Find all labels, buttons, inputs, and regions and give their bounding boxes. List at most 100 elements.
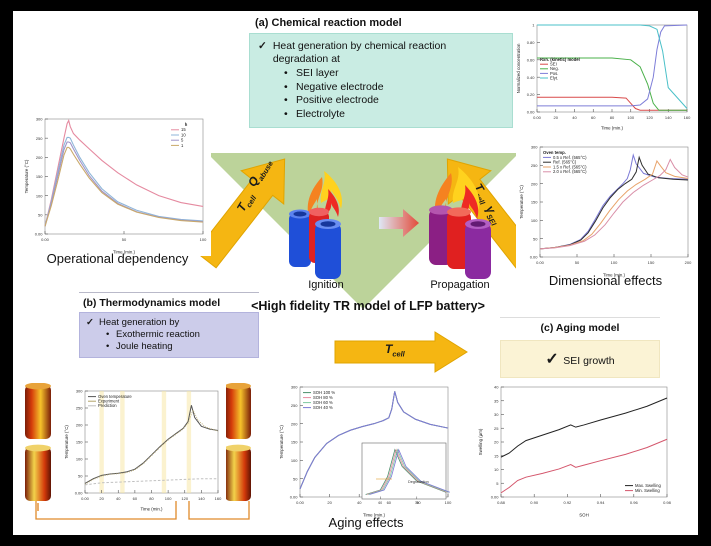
svg-text:2.0 x Ref. (565°C): 2.0 x Ref. (565°C) [553, 169, 587, 174]
svg-text:15: 15 [181, 127, 186, 132]
panel-a-main-bullet: Heat generation by chemical reaction deg… [272, 40, 447, 65]
svg-text:h: h [185, 122, 188, 127]
panel-b-main-bullet: Heat generation by [98, 317, 180, 328]
list-item: Exothermic reaction [106, 329, 252, 341]
svg-text:0.90: 0.90 [530, 500, 539, 505]
svg-text:60: 60 [591, 115, 596, 120]
svg-text:Temperature (°C): Temperature (°C) [279, 425, 284, 459]
svg-text:120: 120 [646, 115, 653, 120]
svg-text:100: 100 [611, 260, 618, 265]
list-item: Positive electrode [284, 94, 504, 108]
svg-text:300: 300 [76, 389, 83, 394]
svg-text:0.20: 0.20 [527, 92, 536, 97]
svg-text:5: 5 [181, 138, 184, 143]
svg-text:250: 250 [291, 403, 298, 408]
svg-text:15: 15 [494, 453, 499, 458]
svg-text:100: 100 [627, 115, 634, 120]
svg-text:SOH 80 %: SOH 80 % [313, 395, 333, 400]
svg-text:Temperature (°C): Temperature (°C) [64, 425, 69, 459]
panel-a-title: (a) Chemical reaction model [255, 17, 402, 29]
svg-text:140: 140 [665, 115, 672, 120]
svg-text:20: 20 [327, 500, 332, 505]
svg-text:0.00: 0.00 [296, 500, 305, 505]
svg-text:Prediction: Prediction [98, 403, 117, 408]
svg-text:0.88: 0.88 [497, 500, 506, 505]
svg-text:Degradation: Degradation [408, 480, 429, 484]
arrow-left-up [194, 141, 289, 286]
thermo-cell-illustration-left [15, 382, 75, 518]
panel-thermodynamics-model: (b) Thermodynamics model ✓ Heat generati… [79, 292, 259, 358]
caption-operational-dependency: Operational dependency [46, 251, 189, 266]
svg-text:140: 140 [198, 496, 205, 501]
svg-text:20: 20 [99, 496, 104, 501]
svg-text:5: 5 [496, 481, 499, 486]
panel-c-box: ✓ SEI growth [500, 340, 660, 378]
svg-text:10: 10 [494, 467, 499, 472]
svg-text:Time (min.): Time (min.) [113, 250, 136, 255]
svg-text:1.5 x Ref. (565°C): 1.5 x Ref. (565°C) [553, 164, 587, 169]
chart-thermodynamics: 0.00 20 40 60 80 100 120 140 160 0.00 50 100 150 200 2… [61, 383, 226, 513]
figure-canvas: Qabuse Tcell Tcell γSEI Tcell [13, 11, 698, 535]
check-icon: ✓ [258, 40, 267, 52]
svg-text:0.5 x Ref. (565°C): 0.5 x Ref. (565°C) [553, 155, 587, 160]
svg-text:0.00: 0.00 [533, 115, 542, 120]
svg-text:Min. Swelling: Min. Swelling [635, 488, 660, 493]
svg-text:Oven temp.: Oven temp. [543, 150, 566, 155]
svg-text:1: 1 [532, 23, 535, 28]
check-icon: ✓ [86, 317, 94, 328]
svg-text:SOH 40 %: SOH 40 % [313, 405, 333, 410]
svg-text:Max. Swelling: Max. Swelling [635, 483, 662, 488]
thermo-connector-brackets [31, 499, 261, 530]
svg-text:60: 60 [133, 496, 138, 501]
panel-b-list: Exothermic reaction Joule heating [106, 329, 252, 353]
svg-text:150: 150 [531, 200, 538, 205]
caption-aging-effects: Aging effects [328, 515, 404, 530]
svg-text:35: 35 [494, 398, 499, 403]
svg-text:40: 40 [357, 500, 362, 505]
arrow-label-t-cell-bottom: Tcell [385, 342, 405, 359]
svg-text:0.00: 0.00 [81, 496, 90, 501]
svg-text:200: 200 [531, 181, 538, 186]
svg-text:1: 1 [181, 143, 184, 148]
list-item: Negative electrode [284, 81, 504, 95]
svg-text:200: 200 [36, 155, 43, 160]
svg-text:0.98: 0.98 [663, 500, 672, 505]
svg-text:0.00: 0.00 [75, 491, 84, 496]
svg-text:150: 150 [76, 440, 83, 445]
stage-label-ignition: Ignition [308, 279, 344, 291]
stage-label-propagation: Propagation [430, 279, 490, 291]
svg-text:100: 100 [445, 500, 452, 505]
svg-text:250: 250 [531, 163, 538, 168]
svg-text:200: 200 [291, 421, 298, 426]
svg-text:Swelling (μm): Swelling (μm) [478, 428, 483, 455]
svg-text:0.00: 0.00 [35, 232, 44, 237]
svg-text:0.00: 0.00 [530, 255, 539, 260]
svg-text:0.00: 0.00 [491, 495, 500, 500]
svg-text:0.00: 0.00 [527, 110, 536, 115]
svg-text:40: 40 [116, 496, 121, 501]
svg-text:150: 150 [648, 260, 655, 265]
svg-text:200: 200 [76, 423, 83, 428]
svg-text:SEI: SEI [550, 62, 557, 67]
svg-text:20: 20 [494, 440, 499, 445]
svg-text:0.80: 0.80 [527, 40, 536, 45]
svg-text:Normalized concentration: Normalized concentration [516, 43, 521, 93]
svg-text:Experiment: Experiment [98, 399, 120, 404]
svg-text:300: 300 [291, 385, 298, 390]
svg-text:160: 160 [215, 496, 222, 501]
svg-text:50: 50 [38, 212, 43, 217]
chart-operational-dependency: 0.00 50 100 0.00 50 100 150 200 250 300 Time (min.… [21, 111, 211, 256]
svg-text:50: 50 [78, 474, 83, 479]
chart-dimensional-effects: 0.00 50 100 150 200 0.00 50 100 150 200 250 300 Time… [516, 139, 696, 279]
svg-text:0.94: 0.94 [597, 500, 606, 505]
panel-b-box: ✓ Heat generation by Exothermic reaction… [79, 312, 259, 358]
svg-text:Oven temperature: Oven temperature [98, 394, 132, 399]
svg-text:SOH: SOH [579, 513, 589, 518]
center-title: <High fidelity TR model of LFP battery> [251, 299, 485, 313]
panel-c-title: (c) Aging model [500, 317, 660, 334]
svg-text:250: 250 [76, 406, 83, 411]
svg-text:Elyt.: Elyt. [550, 75, 558, 80]
transition-arrow [377, 206, 421, 245]
svg-text:60: 60 [387, 500, 392, 505]
